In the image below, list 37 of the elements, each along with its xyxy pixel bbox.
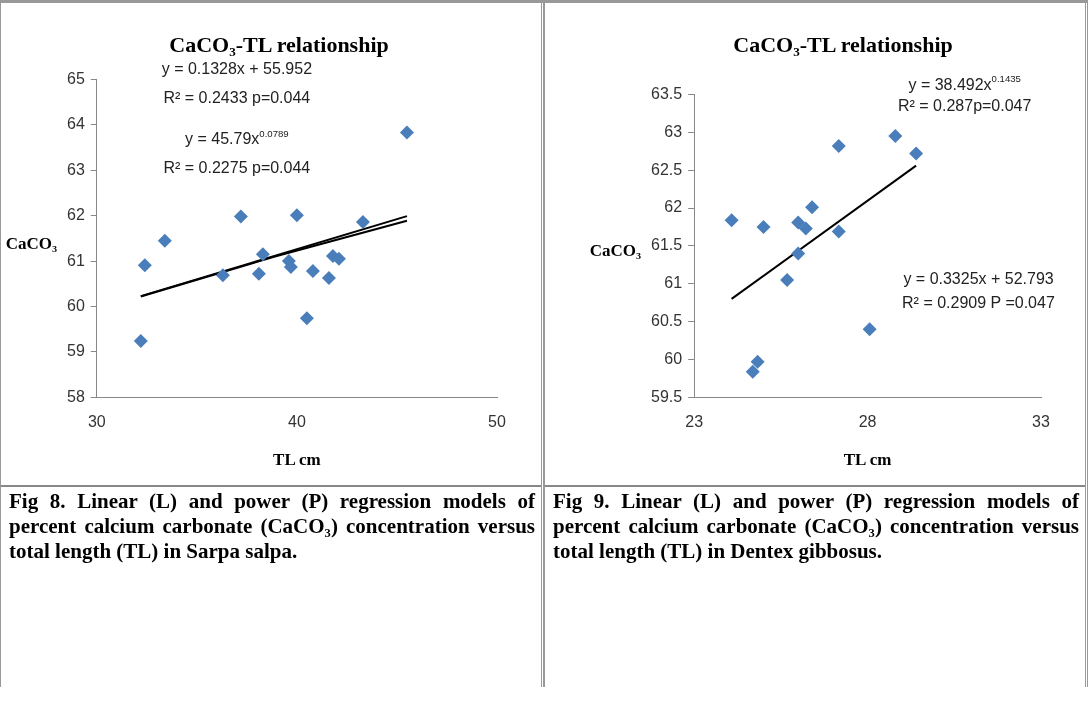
y-tick-label: 63.5	[651, 84, 683, 102]
x-tick-label: 23	[685, 413, 704, 431]
x-tick-label: 40	[288, 413, 306, 431]
y-tick-label: 65	[67, 69, 85, 87]
annotation: R² = 0.2275 p=0.044	[163, 158, 311, 176]
y-tick-label: 62	[67, 206, 85, 224]
y-axis-title: CaCO₃	[589, 241, 641, 261]
x-tick-label: 33	[1032, 413, 1050, 431]
y-tick-label: 63	[664, 122, 683, 140]
y-tick-label: 58	[67, 387, 85, 405]
chart-title: CaCO₃-TL relationship	[733, 31, 953, 57]
chart-title: CaCO₃-TL relationship	[169, 31, 389, 57]
y-axis-title: CaCO₃	[5, 234, 57, 254]
y-tick-label: 62.5	[651, 160, 683, 178]
annotation: R² = 0.2909 P =0.047	[902, 293, 1055, 311]
text: y = 0.1328x + 55.952	[161, 60, 313, 78]
y-tick-label: 60	[67, 296, 85, 314]
y-tick-label: 60	[664, 349, 683, 367]
y-tick-label: 60.5	[651, 312, 683, 330]
x-axis-title: TL cm	[843, 450, 892, 470]
x-tick-label: 28	[858, 413, 877, 431]
x-tick-label: 50	[488, 413, 506, 431]
y-tick-label: 61	[67, 251, 85, 269]
y-tick-label: 64	[67, 115, 85, 133]
caption: Fig 8. Linear (L) and power (P) regression models of percent calcium carbonate (CaCO₃) concentration versus total length (TL) in Sarpa salpa.	[8, 488, 537, 565]
annotation: y = 0.3325x + 52.793	[903, 269, 1054, 287]
y-tick-label: 61.5	[651, 236, 683, 254]
annotation: R² = 0.2433 p=0.044	[163, 88, 311, 106]
x-tick-label: 30	[87, 413, 106, 431]
y-tick-label: 59	[67, 342, 85, 360]
x-axis-title: TL cm	[273, 450, 321, 470]
y-tick-label: 59.5	[651, 387, 683, 405]
caption: Fig 9. Linear (L) and power (P) regression models of percent calcium carbonate (CaCO₃) concentration versus total length (TL) in Dentex gibbosus.	[552, 488, 1081, 565]
y-tick-label: 62	[664, 198, 683, 216]
y-tick-label: 63	[67, 160, 85, 178]
y-tick-label: 61	[664, 274, 683, 292]
annotation: R² = 0.287p=0.047	[897, 96, 1032, 114]
